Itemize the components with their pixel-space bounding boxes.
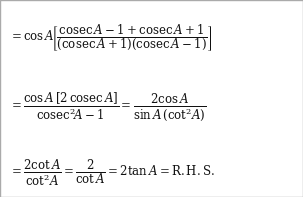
Text: $=\dfrac{\cos A\,[2\,\mathrm{cosec}\,A]}{\mathrm{cosec}^{2}\!A-1}=\dfrac{2\cos A: $=\dfrac{\cos A\,[2\,\mathrm{cosec}\,A]}… [9, 90, 206, 123]
Text: $= \cos A\!\left[\dfrac{\mathrm{cosec}\,A-1+\mathrm{cosec}\,A+1}{(\mathrm{cosec}: $= \cos A\!\left[\dfrac{\mathrm{cosec}\,… [9, 24, 212, 54]
Text: $=\dfrac{2\cot A}{\cot^{2}\!A}=\dfrac{2}{\cot A}=2\tan A=\mathrm{R.H.S.}$: $=\dfrac{2\cot A}{\cot^{2}\!A}=\dfrac{2}… [9, 159, 215, 188]
